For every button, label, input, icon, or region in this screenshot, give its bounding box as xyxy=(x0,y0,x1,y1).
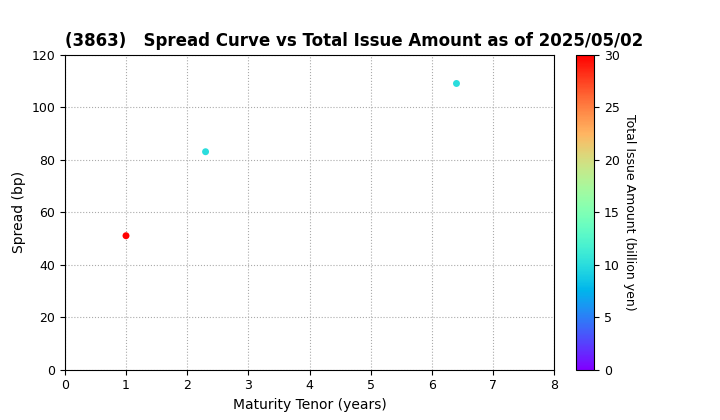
Point xyxy=(120,232,132,239)
Y-axis label: Spread (bp): Spread (bp) xyxy=(12,171,26,253)
Point xyxy=(451,80,462,87)
Point xyxy=(200,148,212,155)
Text: (3863)   Spread Curve vs Total Issue Amount as of 2025/05/02: (3863) Spread Curve vs Total Issue Amoun… xyxy=(65,32,643,50)
X-axis label: Maturity Tenor (years): Maturity Tenor (years) xyxy=(233,398,387,412)
Y-axis label: Total Issue Amount (billion yen): Total Issue Amount (billion yen) xyxy=(624,114,636,310)
